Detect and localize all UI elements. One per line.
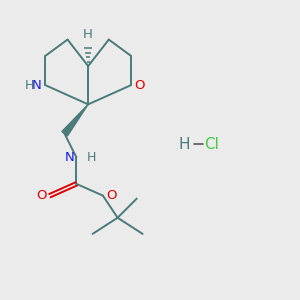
Text: H: H [83, 28, 93, 41]
Text: H: H [87, 151, 96, 164]
Text: H: H [178, 136, 190, 152]
Text: O: O [106, 189, 117, 202]
Text: H: H [25, 79, 34, 92]
Text: O: O [36, 189, 46, 202]
Polygon shape [62, 104, 88, 136]
Text: O: O [134, 79, 145, 92]
Text: N: N [64, 151, 74, 164]
Text: N: N [32, 79, 42, 92]
Text: Cl: Cl [205, 136, 219, 152]
